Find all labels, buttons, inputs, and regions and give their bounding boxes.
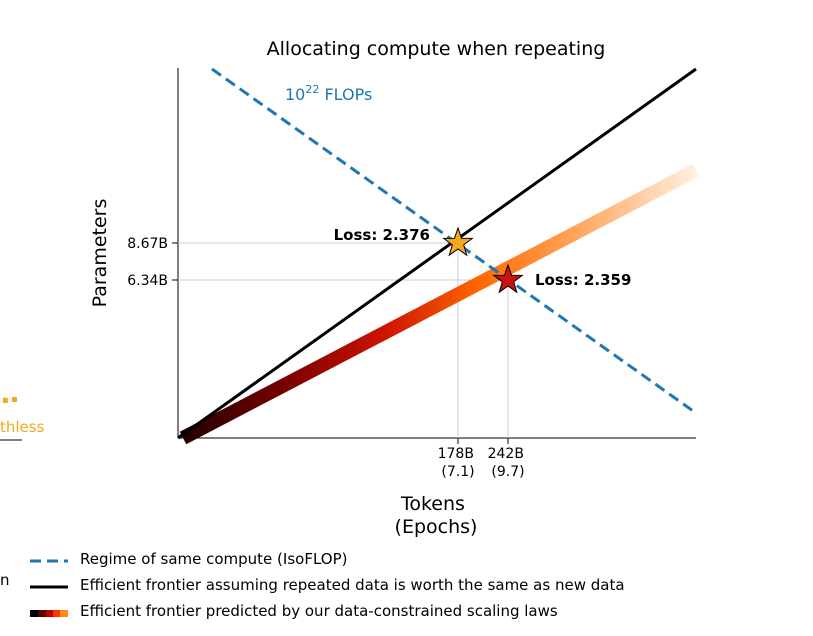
point-label-loss-2376: Loss: 2.376 — [334, 226, 430, 244]
isoflop-annotation: 1022 FLOPs — [285, 83, 372, 104]
star-marker-orange — [442, 226, 474, 257]
legend-item-equal-value: Efficient frontier assuming repeated dat… — [30, 572, 730, 598]
x-tick-label-178: 178B (7.1) — [438, 446, 479, 480]
edge-fragment-word: thless — [0, 418, 45, 436]
legend-swatch-dashed — [30, 553, 68, 565]
legend-swatch-solid — [30, 579, 68, 591]
x-tick-label-242-line2: (9.7) — [491, 464, 524, 480]
edge-fragment-legend-char: n — [0, 571, 10, 589]
legend-solid-icon — [30, 585, 68, 589]
x-axis-label: Tokens (Epochs) — [395, 493, 478, 538]
legend-label-equal-value: Efficient frontier assuming repeated dat… — [80, 576, 625, 594]
y-tick-label-634: 6.34B — [127, 273, 168, 289]
point-label-loss-2359: Loss: 2.359 — [535, 271, 631, 289]
x-axis-label-line2: (Epochs) — [395, 516, 478, 538]
legend-gradient-icon — [30, 610, 68, 617]
legend-swatch-gradient — [30, 605, 68, 617]
legend-label-data-constrained: Efficient frontier predicted by our data… — [80, 602, 558, 620]
series-equal-value-frontier — [177, 67, 697, 440]
isoflop-annotation-unit: FLOPs — [319, 85, 372, 104]
legend-item-isoflop: Regime of same compute (IsoFLOP) — [30, 546, 730, 572]
x-tick-label-178-line2: (7.1) — [441, 464, 474, 480]
chart: Allocating compute when repeating 8.67B … — [0, 38, 700, 538]
edge-fragment-dot: . — [0, 377, 11, 410]
isoflop-annotation-base: 10 — [285, 85, 305, 104]
edge-fragment-dot-2 — [12, 397, 17, 402]
x-axis-label-line1: Tokens — [400, 493, 465, 515]
y-axis-label: Parameters — [89, 199, 111, 308]
legend-item-data-constrained: Efficient frontier predicted by our data… — [30, 598, 730, 624]
isoflop-annotation-exp: 22 — [305, 83, 319, 96]
legend: Regime of same compute (IsoFLOP) Efficie… — [30, 546, 730, 624]
series-data-constrained-frontier — [179, 163, 700, 445]
x-tick-label-242-line1: 242B — [488, 446, 524, 462]
x-tick-label-178-line1: 178B — [438, 446, 474, 462]
x-tick-label-242: 242B (9.7) — [488, 446, 529, 480]
legend-dash-icon — [30, 559, 68, 563]
star-marker-red — [492, 263, 524, 294]
legend-label-isoflop: Regime of same compute (IsoFLOP) — [80, 550, 348, 568]
y-tick-label-867: 8.67B — [127, 236, 168, 252]
chart-title: Allocating compute when repeating — [267, 38, 606, 60]
